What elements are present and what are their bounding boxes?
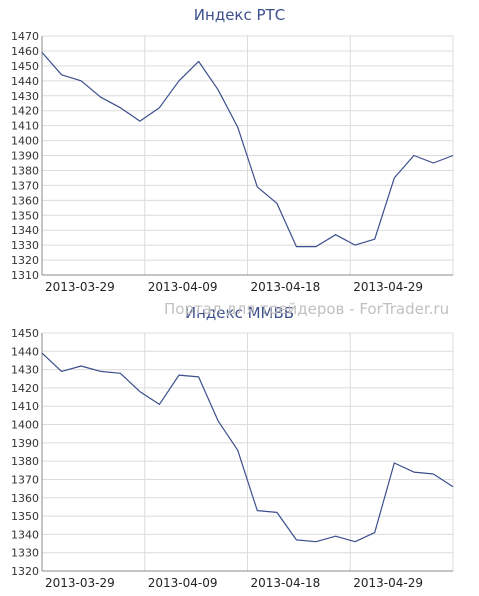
x-tick-label-rts: 2013-04-09 (148, 280, 218, 294)
x-tick-label-rts: 2013-04-18 (251, 280, 321, 294)
y-tick-label-rts: 1420 (11, 105, 39, 118)
y-tick-label-micex: 1420 (11, 382, 39, 395)
y-tick-label-rts: 1310 (11, 269, 39, 282)
x-tick-label-micex: 2013-04-18 (251, 576, 321, 590)
y-tick-label-micex: 1360 (11, 492, 39, 505)
chart-title-micex: Индекс ММВБ (184, 304, 295, 322)
y-tick-label-micex: 1340 (11, 528, 39, 541)
series-line-micex (41, 352, 454, 543)
series-line-rts (41, 52, 454, 248)
y-tick-label-micex: 1450 (11, 327, 39, 340)
y-tick-label-micex: 1330 (11, 547, 39, 560)
y-tick-label-rts: 1350 (11, 209, 39, 222)
y-tick-label-rts: 1440 (11, 75, 39, 88)
y-tick-label-micex: 1400 (11, 419, 39, 432)
chart-title-rts: Индекс РТС (193, 6, 286, 24)
y-tick-label-micex: 1370 (11, 473, 39, 486)
y-tick-label-rts: 1390 (11, 150, 39, 163)
y-tick-label-micex: 1380 (11, 455, 39, 468)
watermark: Портал для трейдеров - ForTrader.ru (164, 300, 450, 318)
y-tick-label-rts: 1450 (11, 60, 39, 73)
y-tick-label-micex: 1410 (11, 400, 39, 413)
y-tick-label-rts: 1410 (11, 120, 39, 133)
x-tick-label-rts: 2013-03-29 (45, 280, 115, 294)
y-tick-label-micex: 1390 (11, 437, 39, 450)
y-tick-label-rts: 1330 (11, 239, 39, 252)
x-tick-label-rts: 2013-04-29 (353, 280, 423, 294)
y-tick-label-micex: 1440 (11, 345, 39, 358)
x-tick-label-micex: 2013-04-29 (353, 576, 423, 590)
y-tick-label-micex: 1350 (11, 510, 39, 523)
y-tick-label-rts: 1320 (11, 254, 39, 267)
y-tick-label-rts: 1400 (11, 135, 39, 148)
y-tick-label-rts: 1430 (11, 90, 39, 103)
y-tick-label-rts: 1370 (11, 179, 39, 192)
x-tick-label-micex: 2013-04-09 (148, 576, 218, 590)
y-tick-label-rts: 1470 (11, 30, 39, 43)
y-tick-label-micex: 1320 (11, 565, 39, 578)
y-tick-label-rts: 1380 (11, 164, 39, 177)
y-tick-label-rts: 1340 (11, 224, 39, 237)
x-tick-label-micex: 2013-03-29 (45, 576, 115, 590)
y-tick-label-rts: 1460 (11, 45, 39, 58)
y-tick-label-rts: 1360 (11, 194, 39, 207)
y-tick-label-micex: 1430 (11, 364, 39, 377)
